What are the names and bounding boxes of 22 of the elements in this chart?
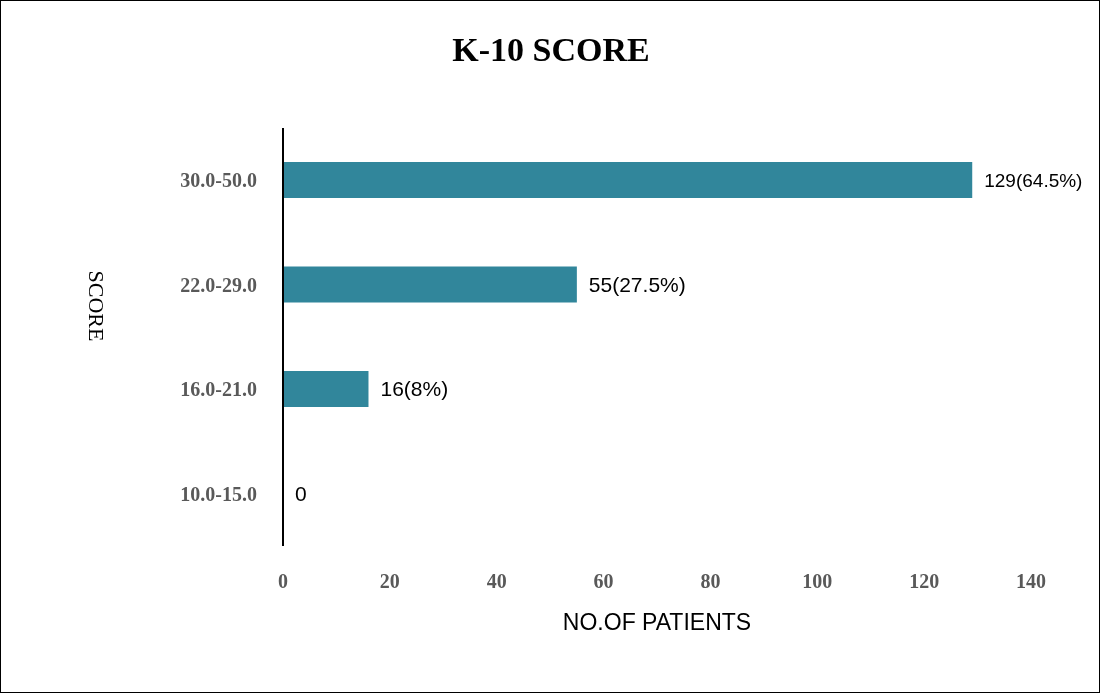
y-axis-title: SCORE (84, 270, 109, 342)
data-label: 16(8%) (380, 377, 449, 400)
x-tick-label: 20 (379, 570, 400, 593)
chart-title: K-10 SCORE (451, 31, 651, 69)
x-tick-label: 40 (486, 570, 507, 593)
x-tick-label: 120 (909, 570, 940, 593)
x-tick-label: 140 (1016, 570, 1046, 593)
x-tick-label: 0 (278, 570, 288, 593)
data-label: 55(27.5%) (588, 272, 686, 296)
x-tick-label: 60 (593, 570, 614, 593)
bar (283, 162, 973, 198)
data-label: 129(64.5%) (984, 170, 1083, 191)
y-tick-label: 10.0-15.0 (180, 482, 257, 505)
y-tick-label: 30.0-50.0 (180, 169, 257, 192)
x-tick-label: 80 (700, 570, 721, 593)
y-tick-label: 22.0-29.0 (180, 273, 257, 296)
data-label: 0 (295, 481, 307, 505)
bar (283, 266, 577, 303)
x-tick-label: 100 (802, 570, 833, 593)
bar (283, 371, 369, 407)
y-tick-label: 16.0-21.0 (180, 378, 257, 401)
x-axis-title: NO.OF PATIENTS (562, 609, 752, 635)
